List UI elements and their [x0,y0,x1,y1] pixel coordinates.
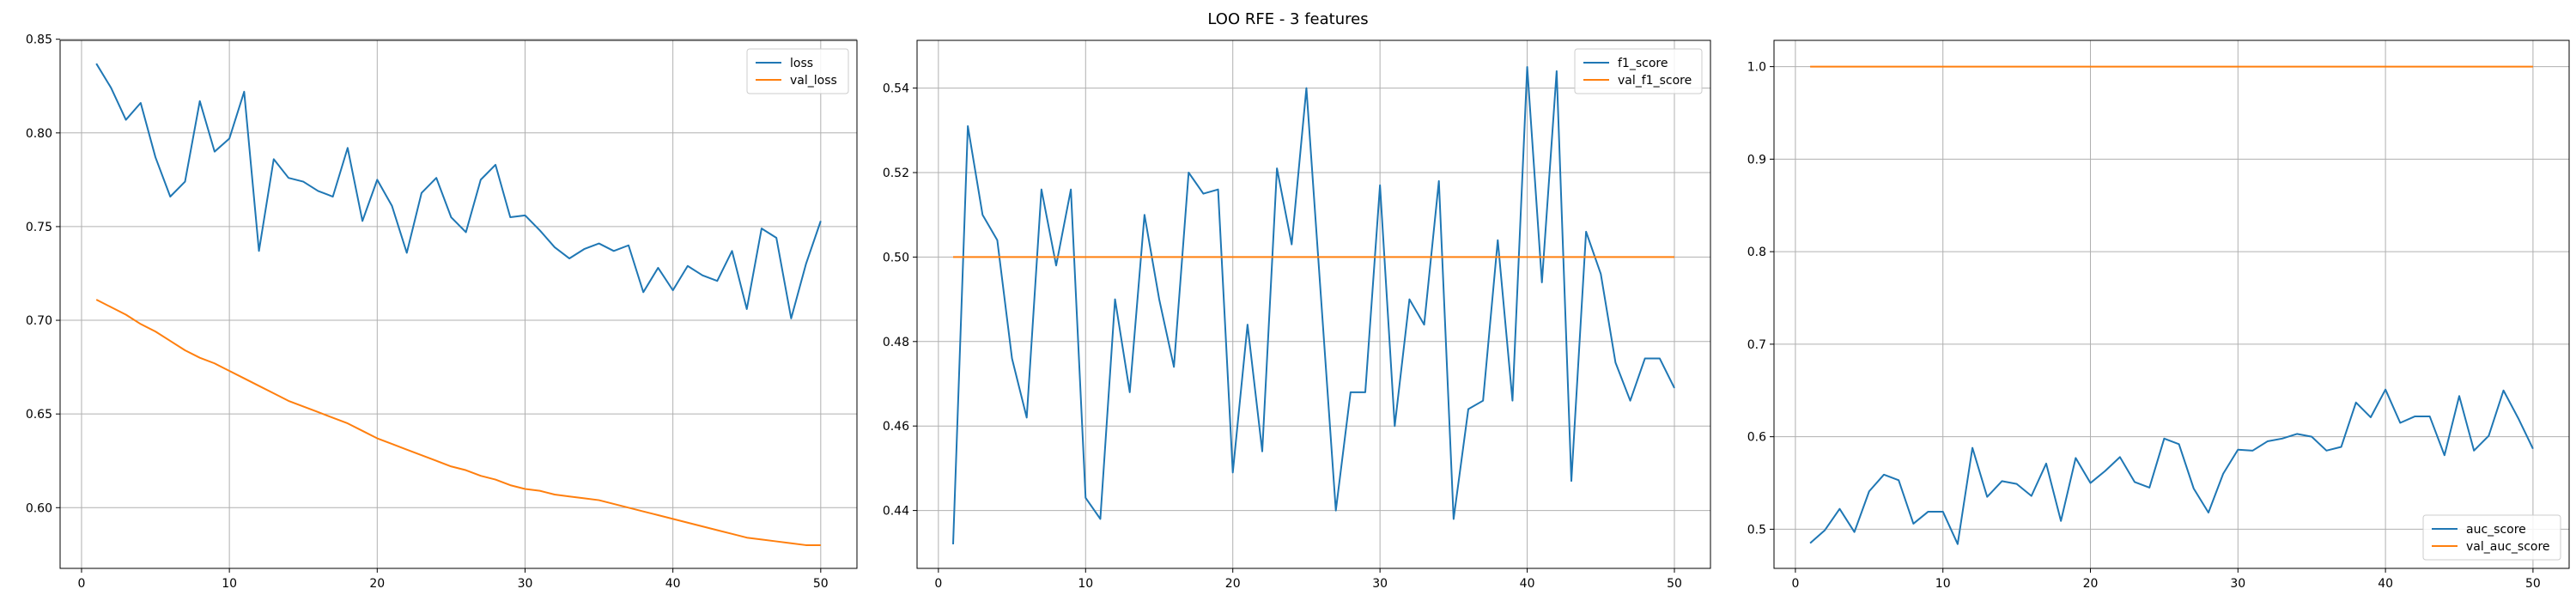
series-line-f1-score [952,66,1675,544]
legend-label-val-f1-score: val_f1_score [1618,74,1692,88]
legend: auc_score val_auc_score [2422,514,2561,561]
legend-box [2422,514,2561,561]
x-tick-label: 40 [1520,577,1535,591]
legend-label-loss: loss [790,57,813,70]
axes-frame [1773,39,2570,569]
y-tick-label: 0.7 [1747,338,1766,352]
y-tick-label: 0.6 [1747,431,1766,445]
y-tick-label: 0.48 [883,336,909,349]
x-tick-label: 10 [1935,577,1951,591]
x-tick-label: 0 [78,577,86,591]
x-tick-label: 20 [2083,577,2099,591]
y-tick-label: 0.54 [883,82,909,96]
y-tick-label: 0.85 [26,33,52,47]
y-tick-label: 0.52 [883,167,909,180]
y-tick-label: 0.46 [883,420,909,434]
x-tick-label: 30 [518,577,533,591]
legend-label-val-auc-score: val_auc_score [2466,540,2550,554]
x-tick-label: 50 [2525,577,2541,591]
series-line-loss [95,63,822,319]
axes-frame [916,39,1711,569]
legend: loss val_loss [746,48,849,94]
x-tick-label: 30 [2230,577,2245,591]
x-tick-label: 50 [813,577,829,591]
x-tick-label: 10 [1078,577,1093,591]
y-tick-label: 0.5 [1747,523,1766,537]
y-tick-label: 0.80 [26,127,52,141]
panel-loss: 0 10 20 30 40 50 0.60 0.65 0.70 0.75 0.80 0.85 loss v… [26,33,858,591]
legend-label-auc-score: auc_score [2466,523,2526,537]
figure-title: LOO RFE - 3 features [1207,10,1368,28]
x-tick-label: 10 [222,577,237,591]
panel-f1-score: 0 10 20 30 40 50 0.44 0.46 0.48 0.50 0.52 0.54 f1_sc… [883,39,1711,591]
y-tick-label: 0.70 [26,314,52,328]
x-tick-label: 20 [1225,577,1241,591]
series-line-val-loss [95,299,821,546]
axes-frame [59,39,858,569]
y-tick-label: 0.9 [1747,153,1766,167]
legend: f1_score val_f1_score [1574,48,1703,94]
x-tick-label: 0 [1791,577,1799,591]
panel-auc-score: 0 10 20 30 40 50 0.5 0.6 0.7 0.8 0.9 1.0 auc_scoreva… [1747,39,2570,591]
y-tick-label: 0.75 [26,221,52,234]
y-tick-label: 0.60 [26,501,52,515]
y-tick-label: 0.44 [883,505,909,519]
legend-label-val-loss: val_loss [790,74,837,88]
y-tick-label: 1.0 [1747,61,1766,75]
y-tick-label: 0.8 [1747,246,1766,259]
y-tick-label: 0.50 [883,251,909,264]
legend-label-f1-score: f1_score [1618,57,1668,70]
x-tick-label: 50 [1667,577,1682,591]
x-tick-label: 30 [1372,577,1388,591]
x-tick-label: 40 [665,577,681,591]
x-tick-label: 40 [2378,577,2393,591]
series-line-auc-score [1809,388,2534,545]
y-tick-label: 0.65 [26,408,52,422]
legend-box [746,48,849,94]
legend-box [1574,48,1703,94]
x-tick-label: 0 [934,577,942,591]
x-tick-label: 20 [369,577,385,591]
